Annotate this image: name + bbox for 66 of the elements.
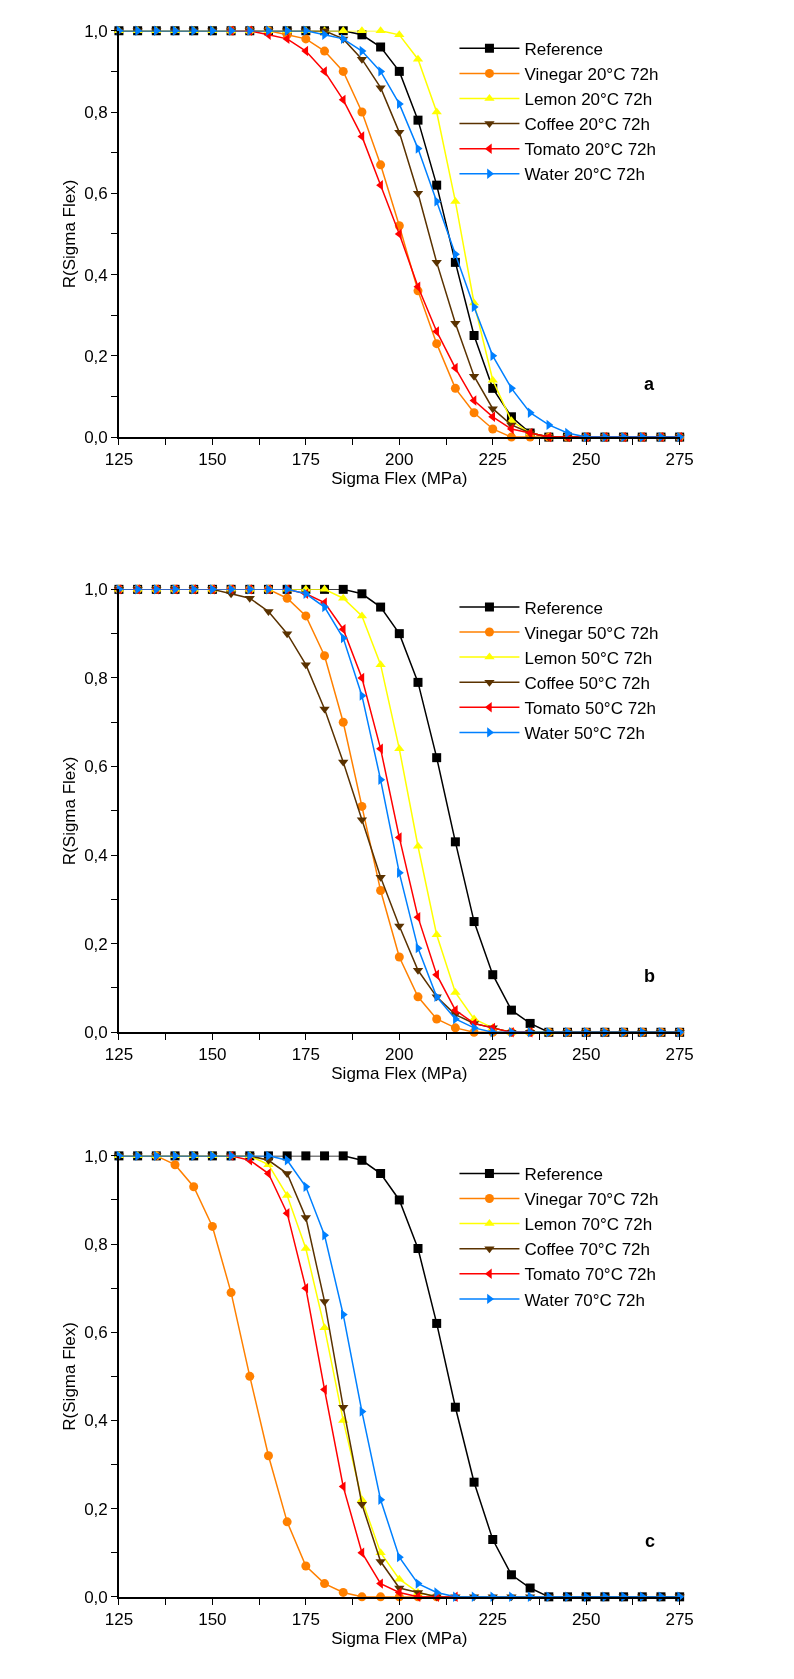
x-tick-label: 200 bbox=[385, 1609, 414, 1629]
x-tick-label: 250 bbox=[572, 1609, 601, 1629]
x-tick-label: 225 bbox=[478, 450, 507, 470]
legend-label: Vinegar 20°C 72h bbox=[524, 65, 659, 85]
legend-label: Lemon 20°C 72h bbox=[524, 90, 653, 110]
legend-label: Water 50°C 72h bbox=[524, 724, 645, 744]
legend-label: Coffee 50°C 72h bbox=[524, 673, 651, 693]
x-tick-label: 150 bbox=[198, 1045, 227, 1065]
y-tick-label: 0,8 bbox=[84, 668, 108, 688]
x-tick-label: 150 bbox=[198, 450, 227, 470]
x-axis-title: Sigma Flex (MPa) bbox=[331, 1064, 468, 1084]
x-axis-title: Sigma Flex (MPa) bbox=[331, 1628, 468, 1648]
annotation: c bbox=[645, 1531, 656, 1551]
y-tick-label: 1,0 bbox=[84, 580, 108, 600]
y-tick-label: 0,0 bbox=[84, 1587, 108, 1607]
x-tick-label: 200 bbox=[385, 1045, 414, 1065]
y-tick-label: 0,8 bbox=[84, 1235, 108, 1255]
x-tick-label: 200 bbox=[385, 450, 414, 470]
legend-label: Tomato 20°C 72h bbox=[524, 140, 656, 160]
legend-label: Coffee 20°C 72h bbox=[524, 115, 651, 135]
x-tick-label: 125 bbox=[104, 450, 134, 470]
legend-label: Vinegar 50°C 72h bbox=[524, 623, 659, 643]
y-tick-label: 0,0 bbox=[84, 1023, 108, 1043]
legend-label: Coffee 70°C 72h bbox=[524, 1240, 651, 1260]
x-tick-label: 175 bbox=[291, 450, 321, 470]
y-tick-label: 1,0 bbox=[84, 1146, 108, 1166]
x-tick-label: 175 bbox=[291, 1609, 321, 1629]
x-tick-label: 275 bbox=[665, 1609, 694, 1629]
y-tick-label: 0,6 bbox=[84, 1323, 108, 1343]
y-axis-title: R(Sigma Flex) bbox=[60, 1322, 80, 1431]
y-tick-label: 0,4 bbox=[84, 265, 108, 285]
legend-label: Water 70°C 72h bbox=[524, 1290, 645, 1310]
y-axis-title: R(Sigma Flex) bbox=[60, 756, 80, 866]
x-tick-label: 225 bbox=[478, 1609, 507, 1629]
legend-label: Reference bbox=[524, 598, 603, 618]
y-tick-label: 0,4 bbox=[84, 846, 108, 866]
legend-label: Lemon 70°C 72h bbox=[524, 1215, 653, 1235]
y-tick-label: 0,6 bbox=[84, 757, 108, 777]
y-tick-label: 0,8 bbox=[84, 102, 108, 122]
annotation: a bbox=[644, 374, 655, 394]
y-tick-label: 0,2 bbox=[84, 934, 108, 954]
x-tick-label: 250 bbox=[572, 450, 601, 470]
y-tick-label: 0,2 bbox=[84, 346, 108, 366]
x-tick-label: 225 bbox=[478, 1045, 507, 1065]
y-tick-label: 1,0 bbox=[84, 21, 108, 41]
legend-label: Reference bbox=[524, 39, 603, 59]
x-tick-label: 125 bbox=[104, 1045, 134, 1065]
y-tick-label: 0,0 bbox=[84, 428, 108, 448]
legend-label: Water 20°C 72h bbox=[524, 165, 645, 185]
x-axis-title: Sigma Flex (MPa) bbox=[331, 469, 468, 489]
x-tick-label: 275 bbox=[665, 1045, 694, 1065]
y-tick-label: 0,6 bbox=[84, 184, 108, 204]
y-tick-label: 0,4 bbox=[84, 1411, 108, 1431]
x-tick-label: 125 bbox=[104, 1609, 134, 1629]
x-tick-label: 275 bbox=[665, 450, 694, 470]
legend-label: Vinegar 70°C 72h bbox=[524, 1190, 659, 1210]
legend-label: Lemon 50°C 72h bbox=[524, 648, 653, 668]
x-tick-label: 175 bbox=[291, 1045, 321, 1065]
legend-label: Tomato 70°C 72h bbox=[524, 1265, 656, 1285]
x-tick-label: 250 bbox=[572, 1045, 601, 1065]
annotation: b bbox=[644, 966, 655, 986]
y-axis-title: R(Sigma Flex) bbox=[60, 179, 80, 289]
legend-label: Reference bbox=[524, 1165, 603, 1185]
x-tick-label: 150 bbox=[198, 1609, 227, 1629]
legend-label: Tomato 50°C 72h bbox=[524, 698, 656, 718]
y-tick-label: 0,2 bbox=[84, 1499, 108, 1519]
